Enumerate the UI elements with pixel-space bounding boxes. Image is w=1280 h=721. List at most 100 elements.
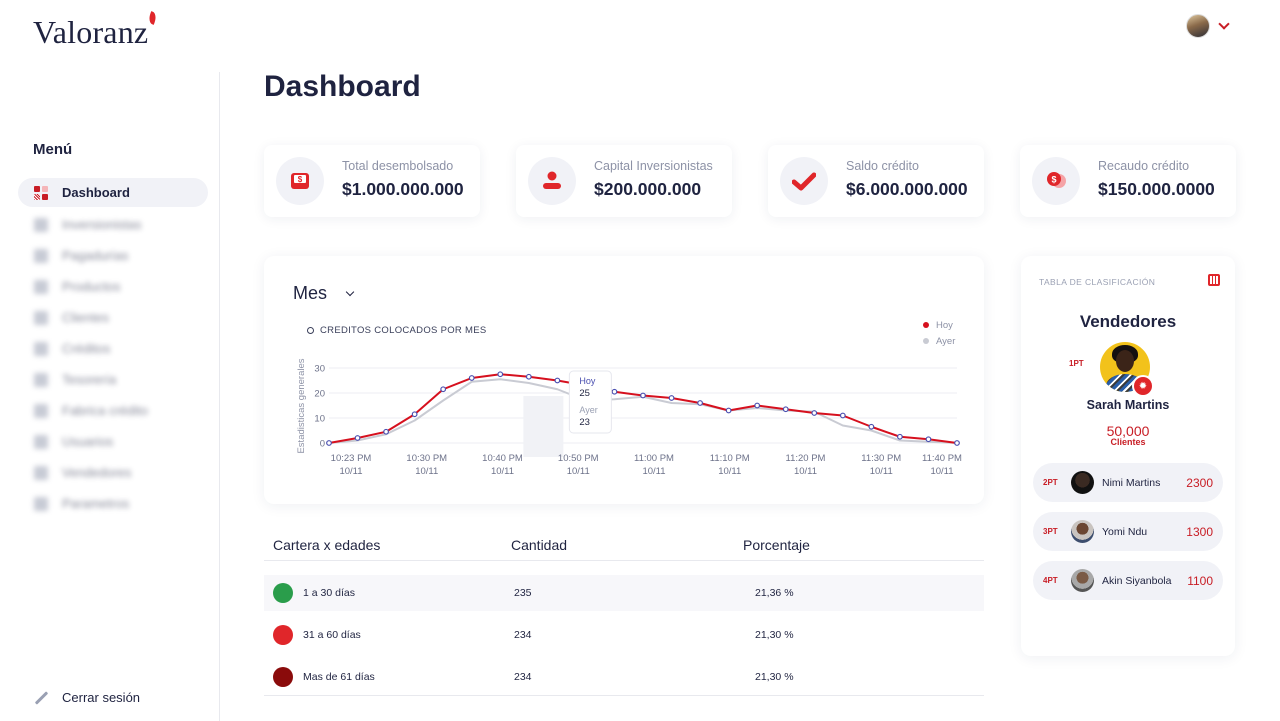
svg-text:$: $ bbox=[1051, 175, 1056, 185]
kpi-card-capital-inversionistas: Capital Inversionistas $200.000.000 bbox=[516, 145, 732, 217]
sidebar-item-label: Dashboard bbox=[62, 185, 130, 200]
person-icon bbox=[528, 157, 576, 205]
avatar bbox=[1071, 471, 1094, 494]
sidebar-item-pagadurias[interactable]: Pagadurías bbox=[18, 240, 208, 271]
sidebar-item-vendedores[interactable]: Vendedores bbox=[18, 457, 208, 488]
rank-position: 4PT bbox=[1043, 576, 1058, 585]
series-title: CREDITOS COLOCADOS POR MES bbox=[307, 325, 487, 336]
sidebar-item-label: Pagadurías bbox=[62, 248, 129, 263]
money-chat-icon: $ bbox=[1032, 157, 1080, 205]
top-seller-score: 50,000 bbox=[1106, 423, 1150, 439]
ranking-item[interactable]: 3PT Yomi Ndu 1300 bbox=[1033, 512, 1223, 551]
dashboard-icon bbox=[34, 185, 48, 200]
sidebar-item-label: Tesorería bbox=[62, 372, 117, 387]
series-line-ayer bbox=[328, 378, 958, 444]
column-header: Cartera x edades bbox=[273, 537, 381, 553]
user-menu[interactable] bbox=[1186, 14, 1230, 38]
data-point bbox=[754, 402, 761, 409]
hover-band bbox=[523, 396, 564, 457]
data-point bbox=[782, 406, 789, 413]
x-tick-label: 10:50 PM bbox=[558, 453, 599, 464]
ranking-item[interactable]: 4PT Akin Siyanbola 1100 bbox=[1033, 561, 1223, 600]
row-label: 31 a 60 días bbox=[303, 629, 361, 641]
table-row[interactable]: Mas de 61 días 234 21,30 % bbox=[264, 659, 984, 695]
sidebar-item-productos[interactable]: Productos bbox=[18, 271, 208, 302]
seller-name: Akin Siyanbola bbox=[1102, 574, 1172, 587]
period-select[interactable]: Mes bbox=[293, 283, 355, 304]
x-tick-label: 10:40 PM bbox=[482, 453, 523, 464]
aging-table: Cartera x edades Cantidad Porcentaje 1 a… bbox=[264, 530, 984, 696]
status-dot bbox=[273, 667, 293, 687]
logout-button[interactable]: Cerrar sesión bbox=[34, 690, 140, 705]
tooltip-ayer-value: 23 bbox=[579, 417, 590, 428]
user-avatar[interactable] bbox=[1186, 14, 1210, 38]
y-axis-label: Estadisticas generales bbox=[296, 358, 307, 453]
sidebar-item-label: Vendedores bbox=[62, 465, 132, 480]
data-point bbox=[497, 371, 504, 378]
sidebar-item-tesoreria[interactable]: Tesorería bbox=[18, 364, 208, 395]
row-pct: 21,30 % bbox=[755, 671, 794, 683]
tooltip-box bbox=[568, 370, 612, 434]
x-tick-label: 11:20 PM bbox=[786, 453, 826, 464]
data-point bbox=[354, 435, 361, 441]
sidebar-item-fabrica-credito[interactable]: Fabrica crédito bbox=[18, 395, 208, 426]
products-icon bbox=[34, 279, 48, 294]
data-point bbox=[640, 392, 646, 399]
kpi-label: Saldo crédito bbox=[846, 158, 919, 173]
y-tick-label: 10 bbox=[314, 414, 325, 425]
y-tick-label: 20 bbox=[314, 389, 325, 400]
chart-card: Mes CREDITOS COLOCADOS POR MES Hoy Ayer … bbox=[264, 256, 984, 504]
valoranz-logo[interactable]: Valoranz bbox=[33, 11, 158, 51]
rank-position: 1PT bbox=[1069, 359, 1084, 368]
tooltip-ayer-label: Ayer bbox=[579, 405, 597, 415]
sidebar-item-creditos[interactable]: Créditos bbox=[18, 333, 208, 364]
data-point bbox=[925, 436, 932, 443]
sidebar-item-inversionistas[interactable]: Inversionistas bbox=[18, 209, 208, 240]
ranking-item[interactable]: 2PT Nimi Martins 2300 bbox=[1033, 463, 1223, 502]
chevron-down-icon[interactable] bbox=[1218, 18, 1230, 30]
seller-score: 2300 bbox=[1186, 475, 1213, 490]
factory-icon bbox=[34, 403, 48, 418]
kpi-value: $200.000.000 bbox=[594, 178, 702, 199]
ranking-card: TABLA DE CLASIFICACIÓN Vendedores 1PT ✹ … bbox=[1021, 256, 1235, 656]
medal-icon: ✹ bbox=[1132, 375, 1154, 397]
kpi-label: Total desembolsado bbox=[342, 158, 454, 173]
sidebar-divider bbox=[219, 72, 220, 721]
data-point bbox=[697, 400, 703, 406]
x-tick-date: 10/11 bbox=[794, 466, 817, 477]
treasury-icon bbox=[34, 372, 48, 387]
legend-dot bbox=[923, 338, 929, 344]
clients-icon bbox=[34, 310, 48, 325]
kpi-value: $150.000.0000 bbox=[1098, 178, 1215, 199]
x-tick-date: 10/11 bbox=[567, 466, 590, 477]
sidebar-nav: Dashboard Inversionistas Pagadurías Prod… bbox=[18, 178, 208, 519]
table-row[interactable]: 31 a 60 días 234 21,30 % bbox=[264, 617, 984, 653]
x-tick-date: 10/11 bbox=[930, 466, 953, 477]
row-qty: 234 bbox=[514, 629, 532, 641]
legend-label: Hoy bbox=[936, 319, 953, 331]
sidebar-item-clientes[interactable]: Clientes bbox=[18, 302, 208, 333]
row-pct: 21,30 % bbox=[755, 629, 794, 641]
avatar bbox=[1071, 520, 1094, 543]
table-row[interactable]: 1 a 30 días 235 21,36 % bbox=[264, 575, 984, 611]
sidebar-item-label: Fabrica crédito bbox=[62, 403, 148, 418]
legend-item-ayer[interactable]: Ayer bbox=[923, 333, 955, 349]
sidebar-item-usuarios[interactable]: Usuarios bbox=[18, 426, 208, 457]
x-tick-date: 10/11 bbox=[718, 466, 741, 477]
data-point bbox=[725, 407, 732, 414]
calendar-icon[interactable] bbox=[1208, 274, 1220, 286]
seller-score: 1300 bbox=[1186, 524, 1213, 539]
x-tick-label: 10:30 PM bbox=[406, 453, 447, 464]
column-header: Porcentaje bbox=[743, 537, 810, 553]
data-point bbox=[326, 440, 332, 446]
ranking-title: TABLA DE CLASIFICACIÓN bbox=[1039, 277, 1156, 287]
legend-item-hoy[interactable]: Hoy bbox=[923, 317, 955, 333]
data-point bbox=[954, 440, 960, 446]
investors-icon bbox=[34, 217, 48, 232]
sidebar-item-dashboard[interactable]: Dashboard bbox=[18, 178, 208, 207]
data-point bbox=[411, 411, 418, 418]
row-label: Mas de 61 días bbox=[303, 671, 375, 683]
credits-icon bbox=[34, 341, 48, 356]
ranking-heading: Vendedores bbox=[1079, 312, 1177, 331]
sidebar-item-parametros[interactable]: Parametros bbox=[18, 488, 208, 519]
